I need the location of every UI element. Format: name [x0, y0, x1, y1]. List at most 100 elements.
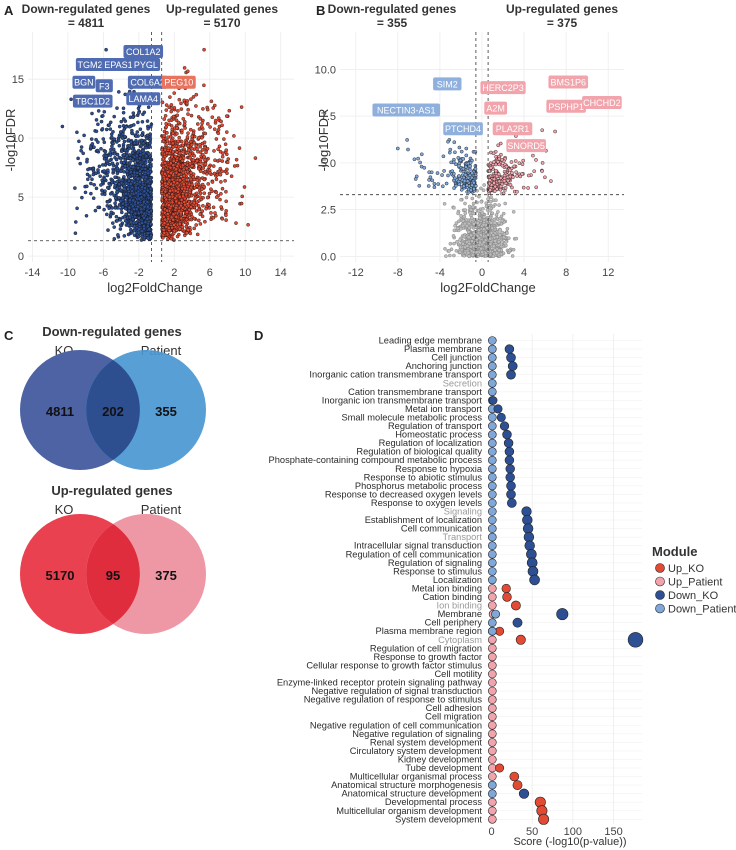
gene-point — [127, 143, 132, 148]
gene-point — [142, 216, 146, 220]
gene-point — [226, 157, 231, 161]
gene-point — [167, 151, 172, 155]
gene-point — [470, 196, 475, 201]
gene-point — [105, 200, 110, 204]
gene-point — [178, 178, 182, 182]
gene-point — [222, 137, 226, 141]
gene-point — [224, 213, 228, 217]
enrichment-point — [512, 617, 523, 628]
gene-point — [484, 244, 489, 249]
gene-point — [122, 139, 127, 144]
gene-point — [93, 208, 98, 213]
gene-point — [164, 108, 169, 112]
enrichment-point — [487, 378, 497, 388]
gene-point — [113, 175, 117, 180]
gene-point — [127, 124, 132, 129]
gene-point — [443, 246, 447, 251]
gene-point — [466, 175, 471, 180]
gene-point — [100, 127, 105, 131]
gene-point — [472, 222, 476, 226]
gene-point — [488, 242, 493, 246]
gene-point — [214, 190, 219, 195]
gene-point — [143, 186, 147, 190]
gene-label-text: PTCHD4 — [445, 124, 481, 134]
enrichment-point — [487, 387, 497, 397]
dot-x-tick-label: 150 — [604, 826, 622, 838]
gene-point — [480, 250, 485, 254]
legend-swatch — [655, 563, 665, 573]
gene-point — [488, 236, 493, 241]
gene-point — [124, 195, 129, 200]
gene-point — [162, 221, 167, 225]
enrichment-point — [501, 583, 511, 594]
gene-point — [495, 159, 500, 164]
enrichment-point — [487, 755, 497, 764]
gene-point — [497, 248, 501, 253]
enrichment-point — [487, 447, 497, 456]
gene-point — [212, 103, 217, 108]
enrichment-point — [487, 643, 497, 653]
gene-point — [500, 157, 504, 162]
gene-point — [504, 243, 508, 248]
gene-point — [79, 145, 84, 149]
gene-point — [469, 216, 474, 220]
gene-point — [126, 187, 130, 191]
gene-point — [169, 236, 174, 241]
gene-point — [81, 151, 85, 156]
enrichment-point — [529, 574, 540, 586]
gene-point — [235, 163, 240, 168]
gene-point — [174, 150, 179, 154]
gene-point — [198, 222, 203, 226]
gene-point — [506, 178, 510, 183]
gene-point — [442, 169, 446, 173]
gene-point — [106, 185, 110, 190]
gene-point — [138, 127, 143, 131]
gene-point — [123, 158, 128, 163]
gene-point — [500, 240, 505, 244]
gene-point — [492, 189, 497, 193]
gene-point — [179, 210, 183, 215]
gene-point — [493, 184, 498, 189]
gene-point — [146, 126, 150, 131]
gene-point — [459, 149, 464, 154]
gene-point — [102, 156, 107, 161]
gene-point — [484, 204, 489, 209]
gene-point — [493, 221, 498, 225]
gene-point — [169, 103, 174, 107]
gene-point — [136, 176, 141, 181]
gene-point — [99, 146, 103, 151]
gene-point — [143, 167, 148, 171]
gene-point — [101, 163, 105, 167]
enrichment-point — [487, 481, 497, 491]
enrichment-point — [487, 763, 497, 773]
enrichment-point — [487, 814, 497, 824]
dot-x-tick-label: 0 — [488, 826, 494, 838]
gene-point — [201, 107, 205, 111]
gene-point — [145, 133, 150, 138]
panel-letter-b: B — [316, 3, 325, 18]
gene-point — [474, 250, 479, 254]
gene-point — [122, 174, 126, 179]
gene-point — [180, 158, 185, 163]
gene-point — [503, 201, 508, 206]
enrichment-point — [506, 481, 516, 491]
gene-label: CHCHD2 — [582, 96, 622, 110]
gene-point — [139, 138, 144, 143]
gene-point — [207, 202, 211, 207]
venn-down-overlap-count: 202 — [102, 404, 124, 419]
gene-point — [136, 120, 140, 125]
gene-point — [219, 119, 223, 124]
gene-point — [468, 167, 472, 172]
gene-point — [469, 175, 474, 180]
gene-point — [146, 231, 150, 236]
gene-point — [452, 253, 456, 258]
gene-point — [124, 206, 128, 211]
gene-point — [184, 231, 189, 235]
gene-point — [466, 251, 471, 255]
gene-point — [193, 196, 198, 200]
gene-point — [218, 172, 223, 177]
gene-point — [174, 215, 179, 219]
gene-point — [85, 184, 89, 189]
panel-letter-c: C — [4, 328, 14, 343]
